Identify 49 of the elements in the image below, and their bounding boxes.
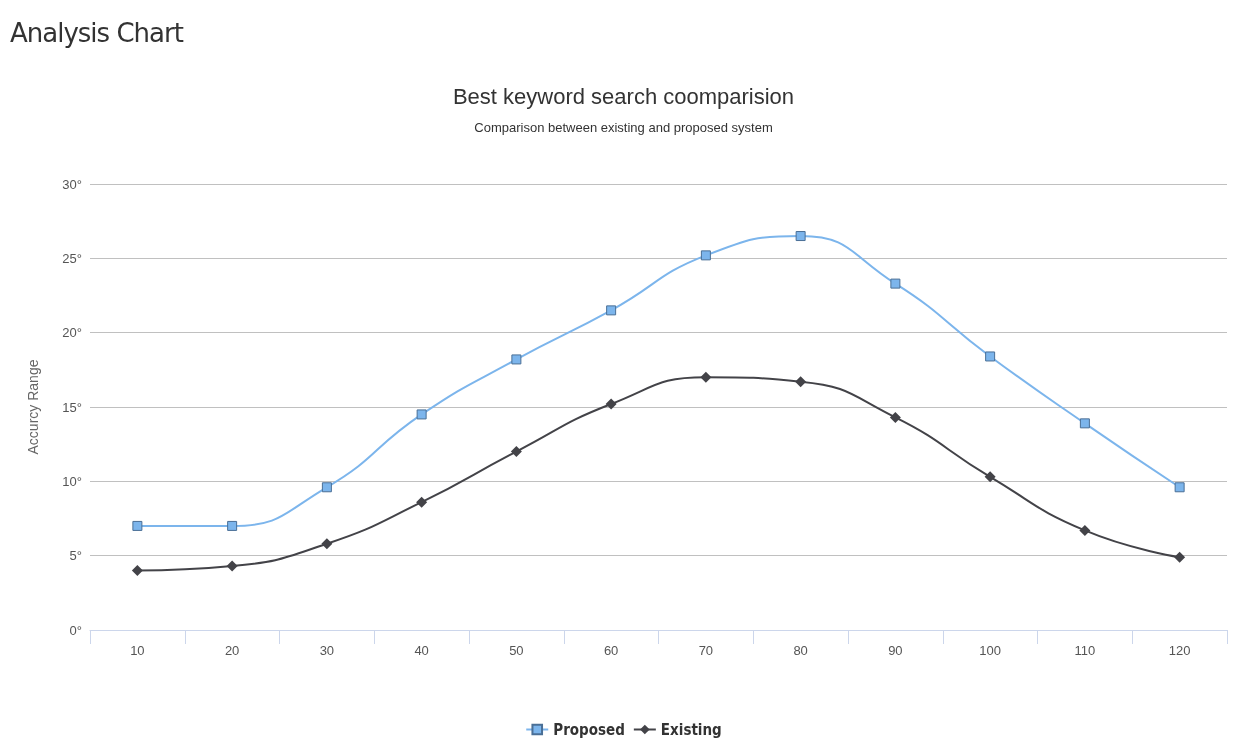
point (511, 354, 522, 365)
y-tick-label: 5° (69, 548, 82, 564)
y-tick-label: 25° (62, 250, 82, 266)
legend-label: Proposed (553, 720, 625, 739)
y-tick-label: 20° (62, 325, 82, 341)
point (795, 231, 806, 242)
x-tick-label: 30 (319, 643, 335, 658)
x-tick-label: 100 (979, 643, 1001, 658)
x-tick-label: 20 (224, 643, 240, 658)
x-tick-label: 60 (603, 643, 619, 658)
point (1174, 482, 1185, 493)
x-tick-label: 40 (414, 643, 429, 658)
text: Analysis Chart (10, 18, 183, 48)
point (510, 446, 522, 458)
point (321, 482, 332, 493)
y-axis-title: Accurcy Range (25, 359, 41, 455)
y-tick-label: 10° (62, 473, 82, 489)
point (1079, 418, 1090, 429)
point (1174, 551, 1186, 563)
point (700, 250, 711, 261)
x-tick-label: 90 (888, 643, 903, 658)
point (984, 471, 996, 483)
point (321, 538, 333, 550)
point (606, 305, 617, 316)
point (889, 411, 901, 423)
point (416, 496, 428, 508)
legend-label: Existing (660, 720, 722, 739)
point (227, 520, 238, 531)
point (795, 376, 807, 388)
point (1079, 524, 1091, 536)
point (226, 560, 238, 572)
x-tick-label: 50 (509, 643, 524, 658)
point (605, 398, 617, 410)
y-tick-label: 15° (62, 399, 82, 415)
y-tick-label: 30° (62, 176, 82, 192)
x-tick-label: 120 (1168, 643, 1191, 658)
point (890, 278, 901, 289)
point (700, 371, 712, 383)
x-tick-label: 70 (698, 643, 714, 658)
point (131, 565, 143, 577)
chart-subtitle: Comparison between existing and proposed system (474, 120, 773, 135)
chart-title: Best keyword search coomparision (452, 83, 795, 109)
x-tick-label: 10 (130, 643, 145, 658)
x-tick-label: 110 (1074, 643, 1096, 658)
point (132, 520, 143, 531)
point (416, 409, 427, 420)
point (985, 351, 996, 362)
x-tick-label: 80 (793, 643, 808, 658)
y-tick-label: 0° (69, 622, 82, 638)
